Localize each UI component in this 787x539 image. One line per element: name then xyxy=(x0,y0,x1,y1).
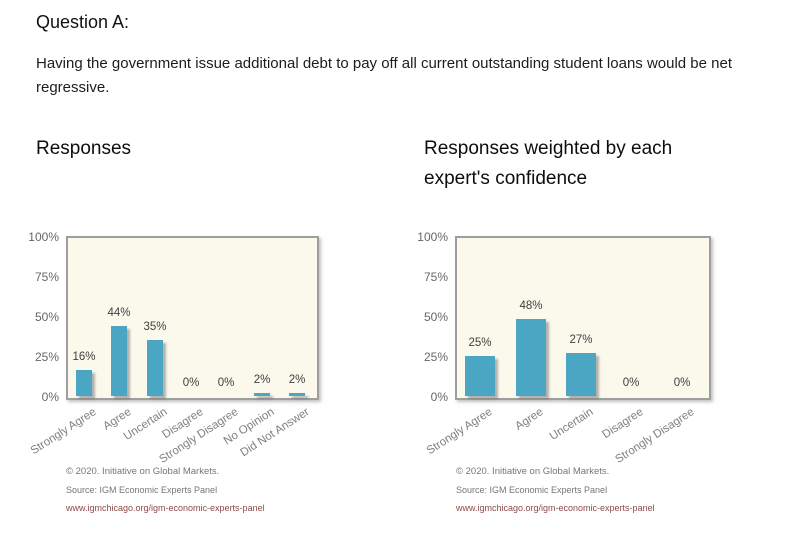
bar-value-label: 2% xyxy=(288,374,306,386)
bar-value-label: 0% xyxy=(217,377,235,389)
y-axis-tick-label: 25% xyxy=(34,350,59,364)
bar-strongly-agree xyxy=(465,356,495,396)
y-axis-tick-label: 0% xyxy=(430,390,448,404)
copyright-text: © 2020. Initiative on Global Markets. xyxy=(456,466,610,477)
bar-value-label: 48% xyxy=(519,300,543,312)
source-url: www.igmchicago.org/igm-economic-experts-… xyxy=(66,503,265,513)
question-label: Question A: xyxy=(36,12,130,32)
y-axis-tick-label: 50% xyxy=(423,310,448,324)
chart-title-weighted: Responses weighted by each expert's conf… xyxy=(424,138,673,189)
question-text: Having the government issue additional d… xyxy=(36,55,733,96)
bar-value-label: 35% xyxy=(143,321,167,333)
bar-strongly-agree xyxy=(76,370,92,396)
bar-uncertain xyxy=(147,340,163,396)
bar-value-label: 44% xyxy=(107,307,131,319)
plot-area xyxy=(66,236,319,400)
chart-footer-left: © 2020. Initiative on Global Markets. So… xyxy=(66,466,396,513)
bar-value-label: 0% xyxy=(673,377,691,389)
bar-no-opinion xyxy=(254,393,270,396)
bar-agree xyxy=(111,326,127,396)
bar-value-label: 25% xyxy=(468,337,492,349)
bar-value-label: 0% xyxy=(622,377,640,389)
y-axis-tick-label: 0% xyxy=(41,390,59,404)
bar-value-label: 16% xyxy=(72,351,96,363)
bar-did-not-answer xyxy=(289,393,305,396)
y-axis-tick-label: 100% xyxy=(417,230,448,244)
bar-agree xyxy=(516,319,546,396)
source-text: Source: IGM Economic Experts Panel xyxy=(66,485,218,495)
bar-value-label: 2% xyxy=(253,374,271,386)
y-axis-tick-label: 75% xyxy=(34,270,59,284)
y-axis-tick-label: 75% xyxy=(423,270,448,284)
y-axis-tick-label: 50% xyxy=(34,310,59,324)
chart-footer-right: © 2020. Initiative on Global Markets. So… xyxy=(456,466,786,513)
y-axis-tick-label: 25% xyxy=(423,350,448,364)
copyright-text: © 2020. Initiative on Global Markets. xyxy=(66,466,220,477)
chart-title-responses: Responses xyxy=(36,138,132,159)
bar-value-label: 0% xyxy=(182,377,200,389)
bar-value-label: 27% xyxy=(569,334,593,346)
bar-uncertain xyxy=(566,353,596,396)
source-text: Source: IGM Economic Experts Panel xyxy=(456,485,608,495)
source-url: www.igmchicago.org/igm-economic-experts-… xyxy=(456,503,655,513)
y-axis-tick-label: 100% xyxy=(28,230,59,244)
